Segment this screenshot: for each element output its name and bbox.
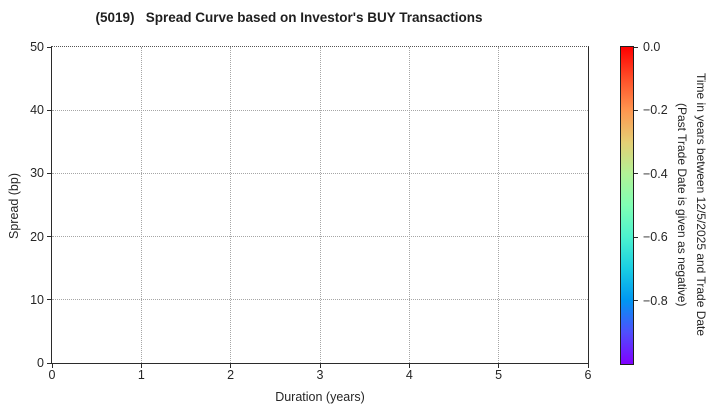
colorbar-tick-label: −0.6 xyxy=(643,230,668,245)
colorbar-tick-label: −0.2 xyxy=(643,103,668,118)
colorbar-tick-label: 0.0 xyxy=(643,40,661,54)
vertical-gridline xyxy=(140,47,142,363)
y-tick-label: 0 xyxy=(37,356,44,370)
colorbar-tick-mark xyxy=(634,173,638,175)
colorbar-label-line2: (Past Trade Date is given as negative) xyxy=(675,103,689,307)
colorbar-tick-label: −0.8 xyxy=(643,293,668,308)
horizontal-gridline xyxy=(52,172,588,174)
x-axis-label: Duration (years) xyxy=(275,390,365,404)
x-tick-label: 3 xyxy=(316,368,324,382)
x-tick-label: 0 xyxy=(48,368,56,382)
x-tick-label: 2 xyxy=(227,368,235,382)
y-tick-label: 50 xyxy=(30,40,44,54)
x-tick-mark xyxy=(140,364,142,368)
colorbar-label: Time in years between 12/5/2025 and Trad… xyxy=(672,46,710,364)
chart-title: (5019) Spread Curve based on Investor's … xyxy=(95,10,483,25)
y-tick-label: 30 xyxy=(30,166,44,181)
y-tick-mark xyxy=(47,299,51,301)
x-tick-label: 4 xyxy=(405,368,413,382)
colorbar-tick-mark xyxy=(634,236,638,238)
x-tick-mark xyxy=(587,364,589,368)
colorbar xyxy=(620,46,634,365)
colorbar-tick-mark xyxy=(634,46,638,48)
y-tick-mark xyxy=(47,362,51,364)
x-tick-label: 6 xyxy=(584,368,592,382)
x-tick-mark xyxy=(408,364,410,368)
x-tick-label: 1 xyxy=(137,368,145,382)
vertical-gridline xyxy=(319,47,321,363)
horizontal-gridline xyxy=(52,236,588,238)
colorbar-tick-mark xyxy=(634,109,638,111)
vertical-gridline xyxy=(230,47,232,363)
x-tick-mark xyxy=(230,364,232,368)
y-tick-mark xyxy=(47,172,51,174)
colorbar-tick-mark xyxy=(634,300,638,302)
vertical-gridline xyxy=(498,47,500,363)
y-tick-mark xyxy=(47,236,51,238)
y-tick-label: 40 xyxy=(30,103,44,118)
horizontal-gridline xyxy=(52,299,588,301)
y-tick-mark xyxy=(47,46,51,48)
x-tick-mark xyxy=(319,364,321,368)
y-tick-mark xyxy=(47,109,51,111)
y-tick-label: 10 xyxy=(30,292,44,307)
colorbar-tick-label: −0.4 xyxy=(643,166,668,181)
horizontal-gridline xyxy=(52,109,588,111)
plot-area xyxy=(51,46,589,364)
x-tick-label: 5 xyxy=(495,368,503,382)
x-tick-mark xyxy=(498,364,500,368)
colorbar-label-line1: Time in years between 12/5/2025 and Trad… xyxy=(694,73,708,337)
y-tick-label: 20 xyxy=(30,229,44,244)
x-tick-mark xyxy=(51,364,53,368)
vertical-gridline xyxy=(408,47,410,363)
